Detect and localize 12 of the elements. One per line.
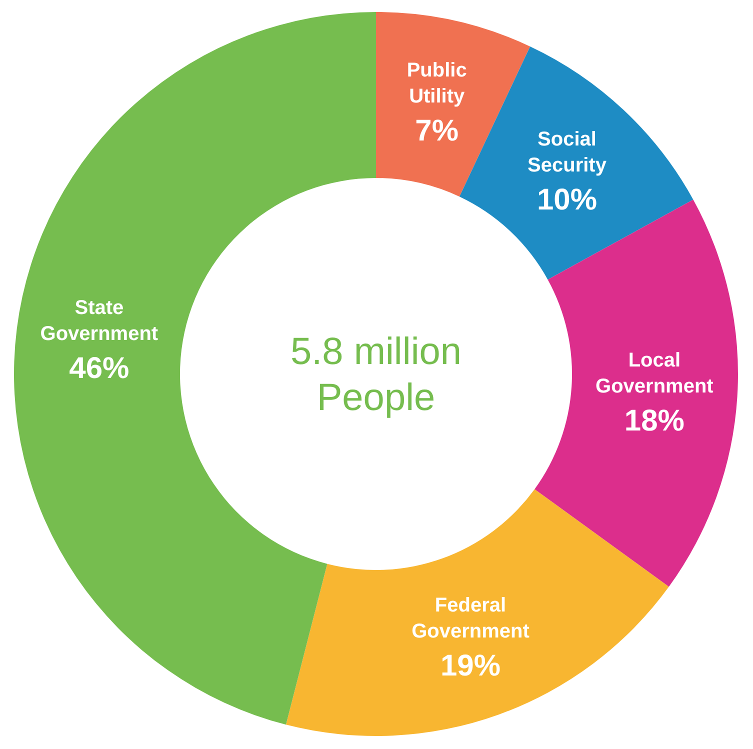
data-label: 19% [440, 650, 501, 683]
donut-slice [286, 489, 669, 736]
slice-label: Public Utility [406, 60, 467, 108]
data-label: 18% [624, 404, 684, 438]
slice-label: Federal Government [412, 594, 530, 643]
slice-label: Social Security [528, 128, 608, 177]
data-label: 7% [415, 114, 459, 148]
slice-label: Local Government [596, 350, 714, 398]
data-label: 46% [69, 352, 130, 386]
slice-label: State Government [40, 297, 158, 346]
text: 5.8 million People [289, 330, 463, 421]
data-label: 10% [536, 184, 598, 217]
